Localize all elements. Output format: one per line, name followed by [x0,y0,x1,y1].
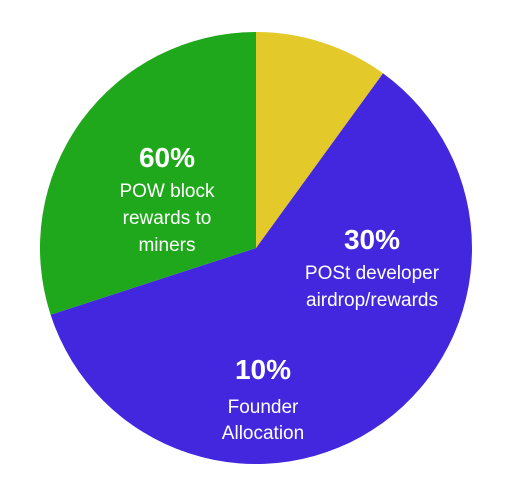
slice-category-label-1-line-2: rewards to [123,208,212,229]
slice-category-label-2-line-2: airdrop/rewards [306,290,438,311]
slice-percent-label-2: 30% [344,224,400,255]
pie-slice-2 [39,32,256,315]
pie-slices [39,32,472,464]
slice-category-label-1-line-3: miners [138,235,195,256]
slice-category-label-2-line-1: POSt developer [305,263,440,284]
pie-slice-1 [50,73,472,464]
slice-category-label-3-line-2: Allocation [222,423,304,444]
slice-category-label-3-line-1: Founder [228,397,299,418]
slice-percent-label-1: 60% [139,142,195,173]
slice-percent-label-3: 10% [235,354,291,385]
pie-labels: 60% POW block rewards to miners 30% POSt deve… [119,142,439,444]
pie-slice-3 [256,32,383,248]
slice-category-label-1-line-1: POW block [119,181,215,202]
